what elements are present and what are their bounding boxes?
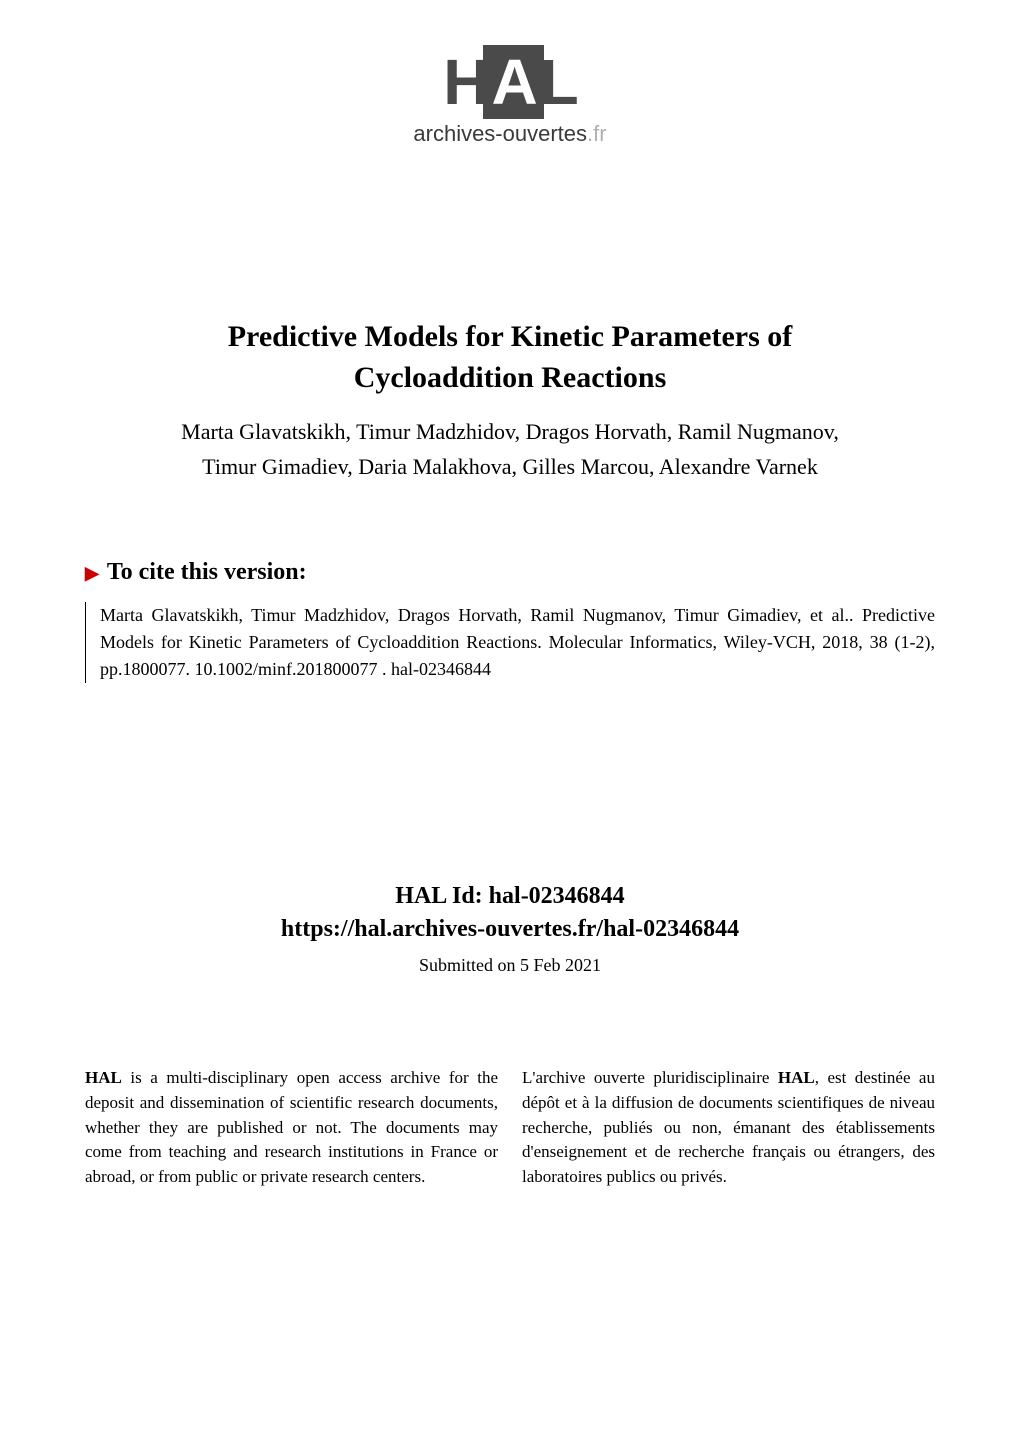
hal-logo-text: HAL bbox=[413, 45, 606, 119]
cite-header: ▶ To cite this version: bbox=[85, 559, 935, 586]
title-section: Predictive Models for Kinetic Parameters… bbox=[0, 317, 1020, 484]
title-line1: Predictive Models for Kinetic Parameters… bbox=[228, 320, 793, 353]
paper-title: Predictive Models for Kinetic Parameters… bbox=[80, 317, 940, 398]
authors: Marta Glavatskikh, Timur Madzhidov, Drag… bbox=[80, 414, 940, 484]
cite-section: ▶ To cite this version: Marta Glavatskikh… bbox=[0, 559, 1020, 683]
cite-body: Marta Glavatskikh, Timur Madzhidov, Drag… bbox=[85, 602, 935, 683]
description-english: HAL is a multi-disciplinary open access … bbox=[85, 1066, 498, 1189]
logo-letter-h: H bbox=[443, 46, 487, 118]
cite-header-text: To cite this version: bbox=[107, 559, 307, 585]
desc-left-bold: HAL bbox=[85, 1068, 122, 1087]
cite-authors: Marta Glavatskikh, Timur Madzhidov, Drag… bbox=[100, 605, 854, 625]
hal-id-line: HAL Id: hal-02346844 bbox=[0, 883, 1020, 910]
logo-letter-a: A bbox=[483, 45, 543, 119]
desc-left-text: is a multi-disciplinary open access arch… bbox=[85, 1068, 498, 1186]
hal-id-label: HAL Id: bbox=[395, 883, 488, 909]
hal-url[interactable]: https://hal.archives-ouvertes.fr/hal-023… bbox=[0, 916, 1020, 943]
hal-logo: HAL archives-ouvertes.fr bbox=[413, 45, 606, 147]
authors-line1: Marta Glavatskikh, Timur Madzhidov, Drag… bbox=[181, 419, 839, 444]
hal-id-section: HAL Id: hal-02346844 https://hal.archive… bbox=[0, 883, 1020, 976]
submitted-date: Submitted on 5 Feb 2021 bbox=[0, 955, 1020, 976]
cite-doi: 10.1002/minf.201800077 bbox=[195, 659, 378, 679]
cite-separator: . bbox=[378, 659, 392, 679]
hal-id-value: hal-02346844 bbox=[489, 883, 625, 909]
cite-marker-icon: ▶ bbox=[85, 563, 99, 583]
desc-right-prefix: L'archive ouverte pluridisciplinaire bbox=[522, 1068, 778, 1087]
description-french: L'archive ouverte pluridisciplinaire HAL… bbox=[522, 1066, 935, 1189]
description-section: HAL is a multi-disciplinary open access … bbox=[0, 1066, 1020, 1189]
logo-subtitle: archives-ouvertes.fr bbox=[413, 121, 606, 147]
logo-subtitle-suffix: .fr bbox=[587, 121, 607, 146]
logo-subtitle-main: archives-ouvertes bbox=[413, 121, 587, 146]
title-line2: Cycloaddition Reactions bbox=[354, 361, 667, 394]
cite-hal-id: hal-02346844 bbox=[391, 659, 491, 679]
hal-logo-container: HAL archives-ouvertes.fr bbox=[0, 0, 1020, 197]
logo-letter-l: L bbox=[540, 46, 577, 118]
desc-right-bold: HAL bbox=[778, 1068, 815, 1087]
authors-line2: Timur Gimadiev, Daria Malakhova, Gilles … bbox=[202, 454, 818, 479]
